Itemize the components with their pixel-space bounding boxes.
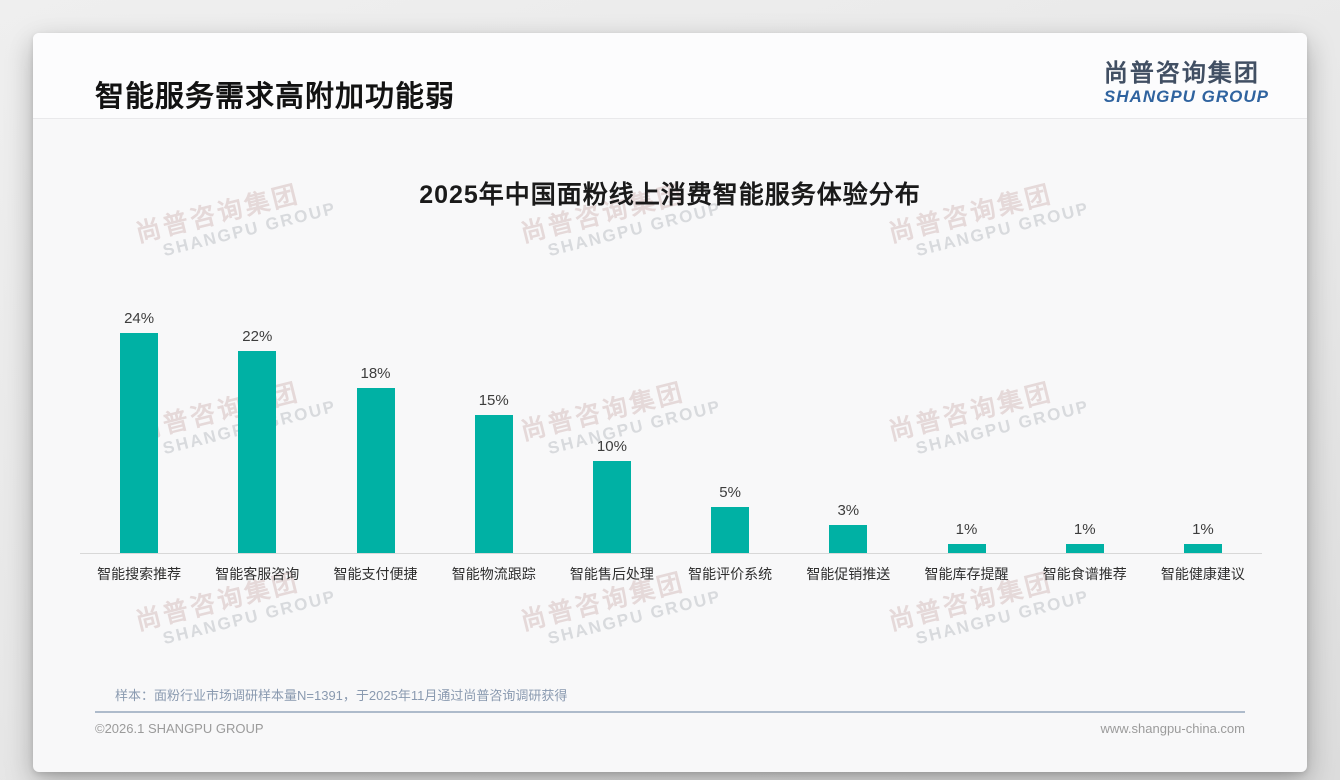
- bar-value-label: 3%: [837, 502, 860, 519]
- page-title: 智能服务需求高附加功能弱: [95, 81, 456, 113]
- bar: [474, 415, 513, 553]
- bar-column: 22%: [198, 328, 316, 553]
- watermark-en-text: SHANGPU GROUP: [160, 586, 339, 649]
- bar: [592, 461, 631, 553]
- bar-chart-plot: 24% 22% 18% 15% 10% 5% 3% 1% 1% 1%: [80, 303, 1262, 553]
- bar: [120, 333, 159, 553]
- website-url: www.shangpu-china.com: [1100, 721, 1245, 736]
- bar-value-label: 18%: [360, 365, 391, 382]
- bar-value-label: 10%: [596, 438, 627, 455]
- header-strip: [33, 33, 1307, 118]
- bar-value-label: 1%: [955, 521, 978, 538]
- bar: [238, 351, 277, 553]
- bar-column: 10%: [553, 438, 671, 553]
- bar: [711, 507, 750, 553]
- company-logo: 尚普咨询集团 SHANGPU GROUP: [1103, 60, 1269, 108]
- category-label: 智能健康建议: [1160, 566, 1245, 582]
- bar-column: 5%: [671, 484, 789, 553]
- bar-value-label: 22%: [242, 328, 273, 345]
- bar-column: 1%: [907, 521, 1025, 553]
- sample-footnote: 样本：面粉行业市场调研样本量N=1391，于2025年11月通过尚普咨询调研获得: [115, 688, 568, 703]
- watermark-en-text: SHANGPU GROUP: [913, 586, 1092, 649]
- x-axis-line: [80, 553, 1262, 554]
- bar: [1065, 544, 1104, 553]
- bar-value-label: 24%: [124, 310, 155, 327]
- category-label: 智能售后处理: [569, 566, 654, 582]
- bar-column: 3%: [789, 502, 907, 553]
- category-labels: 智能搜索推荐 智能客服咨询 智能支付便捷 智能物流跟踪 智能售后处理 智能评价系统 智能促销…: [80, 564, 1262, 584]
- chart-title: 2025年中国面粉线上消费智能服务体验分布: [419, 181, 921, 209]
- watermark-en-text: SHANGPU GROUP: [545, 586, 724, 649]
- bar-column: 18%: [316, 365, 434, 553]
- footer-row: ©2026.1 SHANGPU GROUP www.shangpu-china.…: [95, 721, 1245, 736]
- category-label: 智能搜索推荐: [97, 566, 182, 582]
- bar: [829, 525, 868, 553]
- category-label: 智能促销推送: [806, 566, 891, 582]
- category-label: 智能库存提醒: [924, 566, 1009, 582]
- bar: [947, 544, 986, 553]
- bar-value-label: 5%: [719, 484, 741, 501]
- bar-value-label: 1%: [1192, 521, 1214, 538]
- bar: [1183, 544, 1222, 553]
- logo-chinese-text: 尚普咨询集团: [1103, 60, 1260, 87]
- slide-card: 尚普咨询集团 SHANGPU GROUP 尚普咨询集团 SHANGPU GROUP 尚普…: [33, 33, 1307, 772]
- footer-divider: [95, 711, 1245, 713]
- bars-row: 24% 22% 18% 15% 10% 5% 3% 1% 1% 1%: [80, 303, 1262, 553]
- copyright-text: ©2026.1 SHANGPU GROUP: [95, 721, 264, 736]
- bar-column: 15%: [435, 392, 553, 553]
- category-label: 智能食谱推荐: [1042, 566, 1127, 582]
- bar-column: 1%: [1026, 521, 1144, 553]
- bar-value-label: 15%: [478, 392, 509, 409]
- category-label: 智能物流跟踪: [451, 566, 536, 582]
- bar-value-label: 1%: [1073, 521, 1096, 538]
- bar-column: 24%: [80, 310, 198, 553]
- category-label: 智能评价系统: [688, 566, 773, 582]
- bar: [356, 388, 395, 553]
- logo-english-text: SHANGPU GROUP: [1103, 87, 1269, 107]
- category-label: 智能支付便捷: [333, 566, 418, 582]
- header-divider: [33, 118, 1307, 119]
- bar-column: 1%: [1144, 521, 1262, 553]
- category-label: 智能客服咨询: [215, 566, 300, 582]
